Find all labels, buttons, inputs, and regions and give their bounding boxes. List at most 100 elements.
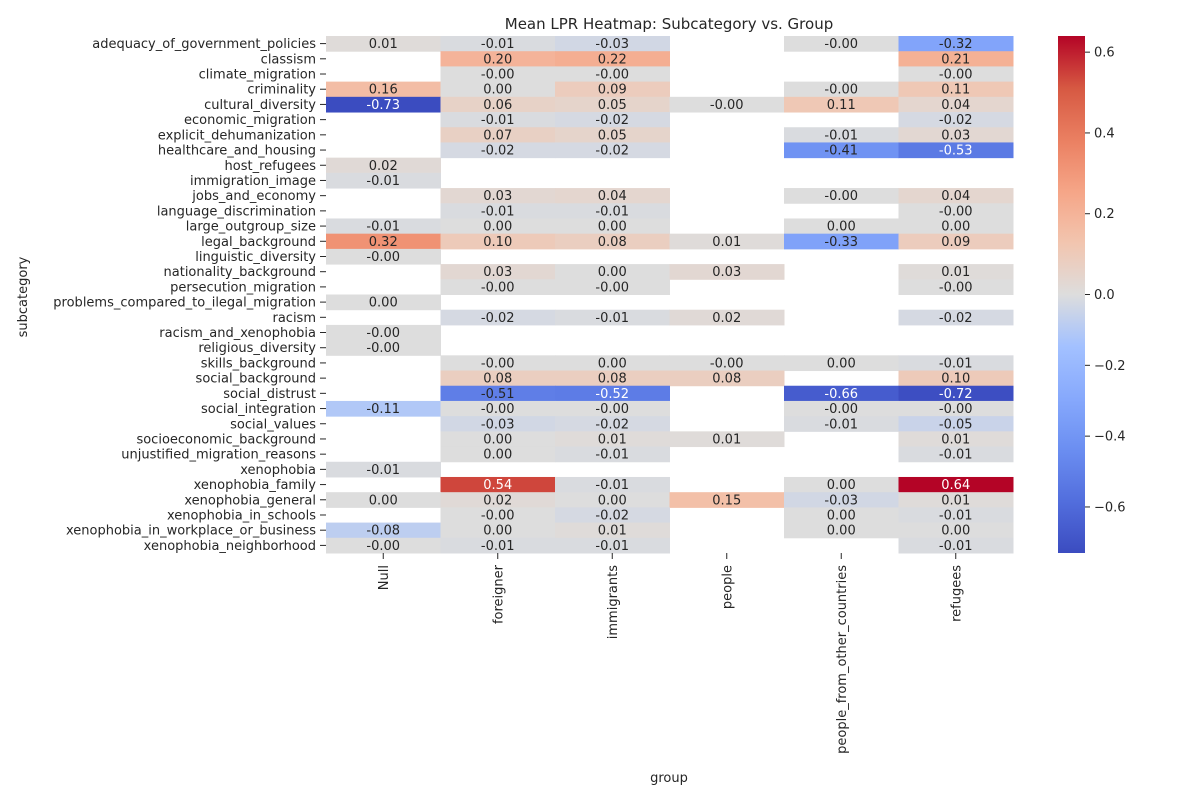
cell-value-label: 0.54 xyxy=(483,478,512,493)
cell-value-label: 0.20 xyxy=(483,52,512,67)
colorbar-tick-label: 0.2 xyxy=(1094,207,1115,222)
cell-value-label: 0.02 xyxy=(712,311,741,326)
heatmap-cell xyxy=(555,203,670,219)
cell-value-label: -0.52 xyxy=(595,387,629,402)
cell-value-label: 0.02 xyxy=(369,159,398,174)
cell-value-label: 0.00 xyxy=(598,220,627,235)
cell-value-label: -0.01 xyxy=(481,539,515,554)
cell-value-label: -0.00 xyxy=(595,402,629,417)
x-tick-label: people xyxy=(720,565,735,609)
cell-value-label: -0.00 xyxy=(481,280,515,295)
cell-value-label: 0.00 xyxy=(827,478,856,493)
heatmap-cell xyxy=(440,370,556,387)
y-tick-label: adequacy_of_government_policies xyxy=(92,37,316,52)
y-tick-label: persecution_migration xyxy=(170,280,316,295)
chart-title: Mean LPR Heatmap: Subcategory vs. Group xyxy=(505,15,833,33)
cell-value-label: -0.41 xyxy=(824,144,858,159)
cell-value-label: 0.08 xyxy=(598,235,627,250)
y-tick-label: problems_compared_to_ilegal_migration xyxy=(53,296,316,311)
heatmap-cell xyxy=(784,416,899,432)
heatmap-cell xyxy=(440,492,556,508)
cell-value-label: -0.01 xyxy=(366,174,400,189)
cell-value-label: 0.09 xyxy=(598,83,627,98)
y-tick-label: xenophobia_in_schools xyxy=(167,508,316,523)
cell-value-label: 0.05 xyxy=(598,128,627,143)
cell-value-label: -0.01 xyxy=(939,448,973,463)
heatmap-cell xyxy=(898,142,1014,159)
y-tick-label: xenophobia_in_workplace_or_business xyxy=(66,524,316,539)
cell-value-label: 0.04 xyxy=(941,189,970,204)
heatmap-cell xyxy=(326,218,441,235)
cell-value-label: -0.02 xyxy=(481,311,515,326)
y-tick-label: jobs_and_economy xyxy=(191,189,316,204)
heatmap-cell xyxy=(555,142,670,159)
cell-value-label: -0.01 xyxy=(595,204,629,219)
cell-value-label: 0.05 xyxy=(598,98,627,113)
heatmap-cell xyxy=(440,36,556,52)
y-tick-label: xenophobia xyxy=(240,463,316,478)
cell-value-label: 0.08 xyxy=(712,372,741,387)
cell-value-label: -0.00 xyxy=(824,37,858,52)
cell-value-label: 0.04 xyxy=(598,189,627,204)
cell-value-label: 0.02 xyxy=(483,493,512,508)
y-tick-label: explicit_dehumanization xyxy=(158,128,316,143)
cell-value-label: 0.10 xyxy=(941,372,970,387)
cell-value-label: 0.00 xyxy=(941,220,970,235)
y-tick-label: host_refugees xyxy=(225,159,317,174)
heatmap-cell xyxy=(440,355,556,372)
cell-value-label: -0.00 xyxy=(824,83,858,98)
heatmap-cell xyxy=(326,157,441,174)
y-tick-label: linguistic_diversity xyxy=(195,250,316,265)
heatmap-cell xyxy=(440,233,556,250)
heatmap-cell xyxy=(555,51,670,67)
colorbar xyxy=(1058,36,1085,553)
heatmap-cell xyxy=(440,112,556,128)
cell-value-label: 0.32 xyxy=(369,235,398,250)
cell-value-label: -0.00 xyxy=(366,326,400,341)
y-tick-label: xenophobia_family xyxy=(194,478,317,493)
cell-value-label: 0.08 xyxy=(598,372,627,387)
y-tick-label: religious_diversity xyxy=(198,341,316,356)
heatmap-cell xyxy=(898,81,1014,98)
heatmap-cell xyxy=(326,172,441,189)
cell-value-label: 0.07 xyxy=(483,128,512,143)
heatmap-cell xyxy=(898,400,1014,417)
heatmap-cell xyxy=(784,355,899,372)
cell-value-label: -0.00 xyxy=(939,280,973,295)
cell-value-label: -0.01 xyxy=(595,539,629,554)
cell-value-label: 0.01 xyxy=(941,493,970,508)
heatmap-cell xyxy=(669,355,785,372)
heatmap-cell xyxy=(326,36,441,52)
cell-value-label: 0.00 xyxy=(483,83,512,98)
cell-value-label: 0.04 xyxy=(941,98,970,113)
heatmap-cell xyxy=(898,279,1014,295)
cell-value-label: 0.03 xyxy=(712,265,741,280)
cell-value-label: -0.00 xyxy=(481,508,515,523)
heatmap-cell xyxy=(440,385,556,402)
y-tick-label: xenophobia_neighborhood xyxy=(144,539,316,554)
cell-value-label: 0.00 xyxy=(483,448,512,463)
cell-value-label: 0.00 xyxy=(827,356,856,371)
cell-value-label: -0.01 xyxy=(481,37,515,52)
y-axis-label: subcategory xyxy=(16,256,31,337)
heatmap-cell xyxy=(440,400,556,417)
heatmap-cell xyxy=(898,309,1014,326)
cell-value-label: -0.00 xyxy=(366,539,400,554)
cell-value-label: 0.00 xyxy=(369,296,398,311)
cell-value-label: -0.66 xyxy=(824,387,858,402)
cell-value-label: 0.01 xyxy=(712,432,741,447)
heatmap-cell xyxy=(555,492,670,508)
heatmap-cell xyxy=(784,385,899,402)
cell-value-label: -0.00 xyxy=(710,356,744,371)
heatmap-cell xyxy=(784,492,899,508)
heatmap-cell xyxy=(898,188,1014,204)
x-tick-label: people_from_other_countries xyxy=(835,565,850,754)
heatmap-cell xyxy=(669,264,785,280)
heatmap-cell xyxy=(898,51,1014,67)
heatmap-cell xyxy=(555,112,670,128)
heatmap-cell xyxy=(555,537,670,554)
cell-value-label: -0.53 xyxy=(939,144,973,159)
cell-value-label: -0.02 xyxy=(481,144,515,159)
heatmap-cell xyxy=(898,476,1014,493)
